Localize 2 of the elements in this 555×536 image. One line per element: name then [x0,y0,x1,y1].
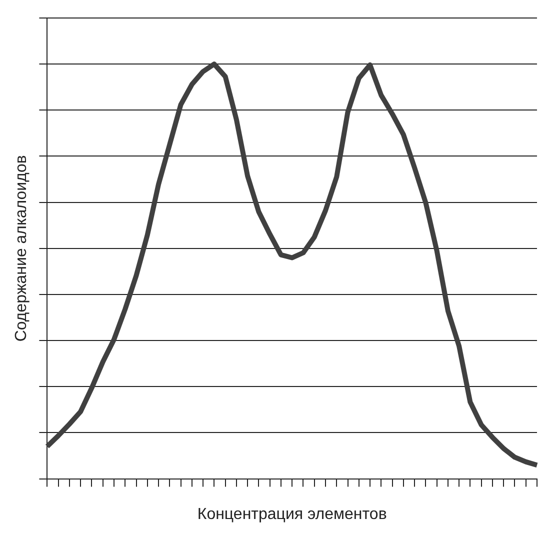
y-axis-title: Содержание алкалоидов [13,155,30,342]
x-axis-title: Концентрация элементов [197,506,387,523]
